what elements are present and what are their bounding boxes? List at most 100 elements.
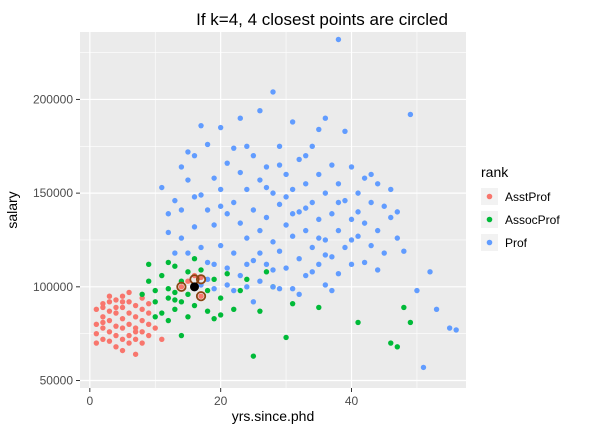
point-asstprof (159, 336, 165, 342)
point-asstprof (119, 336, 126, 342)
point-prof (381, 203, 387, 209)
point-assocprof (172, 289, 178, 296)
point-prof (172, 197, 178, 204)
point-asstprof (106, 317, 113, 324)
point-prof (329, 287, 335, 294)
point-assocprof (407, 319, 414, 326)
point-prof (374, 227, 381, 234)
point-prof (185, 149, 191, 155)
point-assocprof (289, 300, 296, 307)
point-prof (244, 284, 250, 290)
point-prof (342, 197, 348, 204)
point-prof (322, 252, 329, 258)
point-prof (394, 209, 401, 215)
neighbor-ring (176, 281, 187, 292)
point-prof (316, 235, 322, 241)
point-prof (237, 115, 243, 121)
point-asstprof (185, 278, 191, 284)
legend-label-assocprof: AssocProf (505, 213, 560, 227)
point-prof (237, 272, 243, 279)
point-assocprof (237, 287, 243, 294)
point-prof (348, 164, 355, 170)
y-tick-label: 150000 (33, 186, 73, 200)
legend-label-prof: Prof (505, 236, 528, 250)
point-prof (270, 284, 276, 290)
point-assocprof (355, 319, 361, 326)
point-prof (263, 261, 270, 268)
point-prof (355, 233, 361, 239)
point-asstprof (145, 300, 152, 307)
point-prof (433, 306, 440, 313)
neighbor-ring (195, 291, 207, 302)
point-asstprof (106, 293, 113, 299)
point-assocprof (185, 269, 191, 275)
point-assocprof (159, 272, 165, 279)
point-asstprof (93, 340, 100, 346)
point-prof (388, 214, 394, 221)
point-assocprof (217, 295, 224, 301)
point-prof (322, 237, 329, 243)
x-tick-label: 40 (345, 394, 359, 408)
point-asstprof (132, 325, 139, 331)
point-prof (263, 214, 270, 221)
point-prof (211, 175, 217, 181)
point-assocprof (172, 306, 178, 313)
point-prof (420, 364, 427, 371)
point-prof (172, 250, 178, 256)
point-assocprof (191, 256, 198, 262)
point-prof (348, 237, 355, 243)
legend-label-asstprof: AsstProf (505, 190, 551, 204)
point-prof (270, 267, 276, 273)
point-prof (211, 222, 217, 228)
point-prof (316, 216, 322, 223)
point-prof (270, 89, 276, 95)
point-asstprof (126, 289, 132, 296)
point-prof (211, 285, 217, 292)
point-prof (401, 248, 407, 254)
point-asstprof (113, 297, 119, 303)
point-prof (355, 190, 361, 196)
point-prof (250, 152, 257, 159)
point-prof (289, 285, 296, 292)
point-asstprof (119, 347, 126, 354)
point-prof (322, 190, 329, 196)
point-assocprof (401, 304, 407, 311)
point-assocprof (172, 297, 178, 303)
point-prof (198, 244, 204, 251)
y-tick-label: 200000 (33, 92, 73, 106)
point-prof (165, 229, 172, 236)
point-prof (322, 282, 329, 288)
point-assocprof (165, 259, 172, 266)
point-prof (250, 207, 257, 213)
point-prof (368, 199, 374, 206)
point-assocprof (191, 302, 198, 309)
point-prof (446, 325, 453, 331)
point-asstprof (100, 336, 106, 342)
point-prof (165, 211, 172, 217)
point-prof (217, 203, 224, 209)
point-prof (178, 235, 185, 241)
point-assocprof (185, 314, 191, 320)
axis-ticks: 0 20 40 50000 100000 150000 200000 (33, 92, 359, 408)
point-prof (250, 299, 257, 305)
point-prof (303, 205, 309, 211)
point-prof (348, 261, 355, 268)
point-asstprof (106, 338, 113, 344)
point-asstprof (126, 299, 132, 305)
point-prof (289, 233, 296, 239)
point-prof (204, 141, 211, 148)
point-assocprof (316, 304, 322, 311)
point-prof (224, 211, 230, 217)
point-asstprof (106, 329, 113, 335)
point-prof (414, 287, 420, 294)
point-assocprof (211, 315, 217, 322)
point-asstprof (113, 304, 119, 311)
point-prof (237, 169, 243, 176)
point-assocprof (257, 308, 263, 314)
x-tick-label: 20 (214, 394, 228, 408)
point-asstprof (93, 330, 100, 337)
legend-items: AsstProf AssocProf Prof (481, 188, 560, 251)
point-asstprof (152, 325, 158, 331)
point-asstprof (145, 332, 152, 339)
point-assocprof (145, 278, 152, 284)
